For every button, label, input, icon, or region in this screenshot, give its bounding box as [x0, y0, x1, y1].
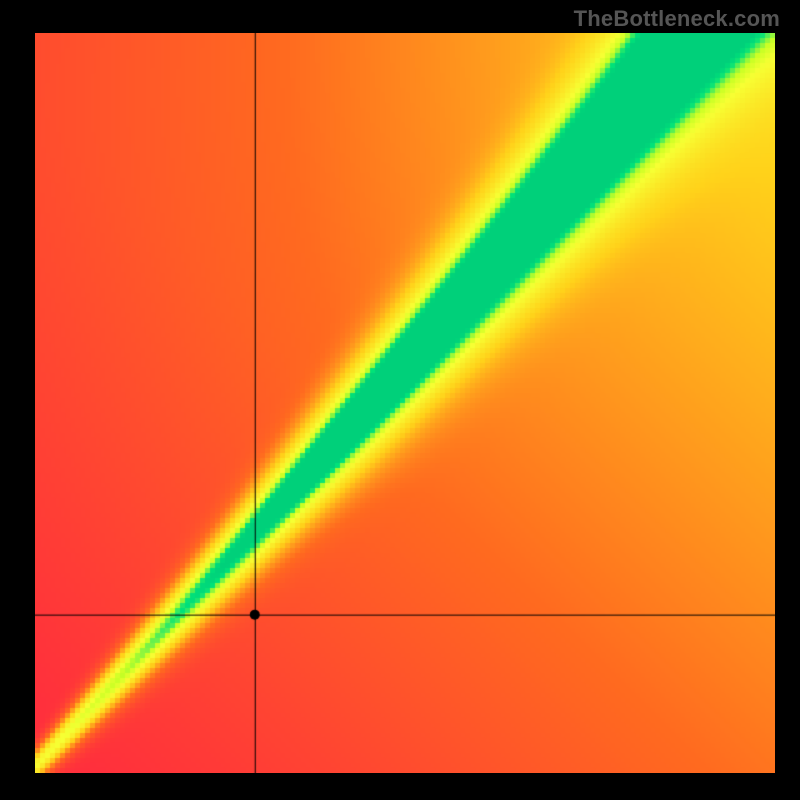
heatmap-canvas — [35, 33, 775, 773]
watermark-text: TheBottleneck.com — [574, 6, 780, 32]
heatmap-plot — [35, 33, 775, 773]
outer-frame: TheBottleneck.com — [0, 0, 800, 800]
